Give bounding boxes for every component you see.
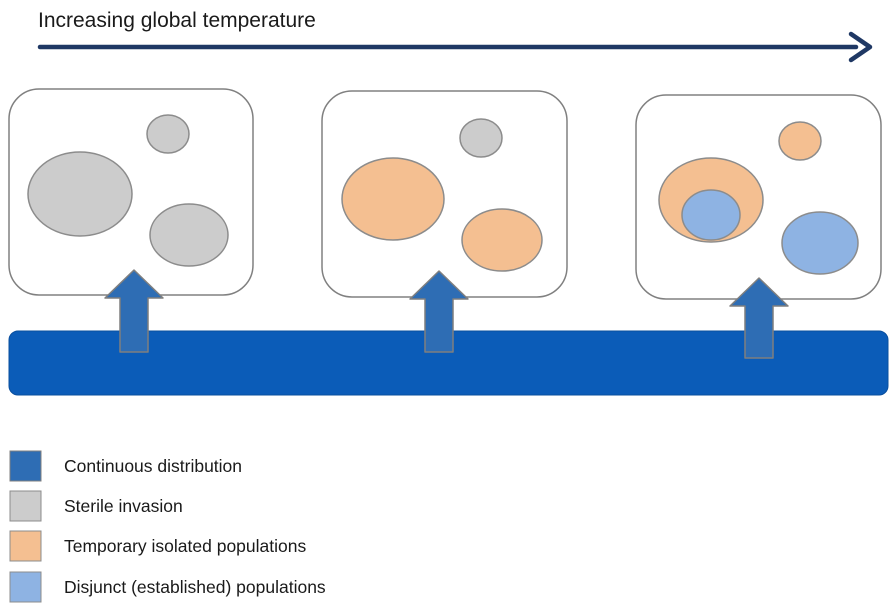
up-arrow-icon <box>409 270 469 353</box>
sterile-patch-large <box>27 151 133 237</box>
legend-swatch <box>9 490 42 522</box>
panel-3 <box>635 94 882 300</box>
temperature-arrow <box>37 31 873 63</box>
legend-item-continuous: Continuous distribution <box>9 450 242 482</box>
temporary-population-medium <box>461 208 543 272</box>
disjunct-population-medium <box>781 211 859 275</box>
up-arrow-icon <box>729 277 789 359</box>
legend-swatch <box>9 450 42 482</box>
legend-label: Sterile invasion <box>64 496 183 516</box>
legend-label: Temporary isolated populations <box>64 536 306 556</box>
sterile-patch-small <box>146 114 190 154</box>
legend-item-disjunct: Disjunct (established) populations <box>9 571 326 603</box>
sterile-patch-medium <box>149 203 229 267</box>
legend: Continuous distribution Sterile invasion… <box>9 450 326 603</box>
sterile-patch-small <box>459 118 503 158</box>
panel-2 <box>321 90 568 298</box>
up-arrow-icon <box>104 269 164 353</box>
temporary-population-large <box>341 157 445 241</box>
legend-swatch <box>9 530 42 562</box>
legend-item-temporary: Temporary isolated populations <box>9 530 306 562</box>
legend-label: Disjunct (established) populations <box>64 577 326 597</box>
legend-label: Continuous distribution <box>64 456 242 476</box>
legend-swatch <box>9 571 42 603</box>
legend-item-sterile: Sterile invasion <box>9 490 183 522</box>
disjunct-population-inner <box>681 189 741 241</box>
temporary-population-small <box>778 121 822 161</box>
diagram-title: Increasing global temperature <box>38 9 316 32</box>
panel-1 <box>8 88 254 296</box>
